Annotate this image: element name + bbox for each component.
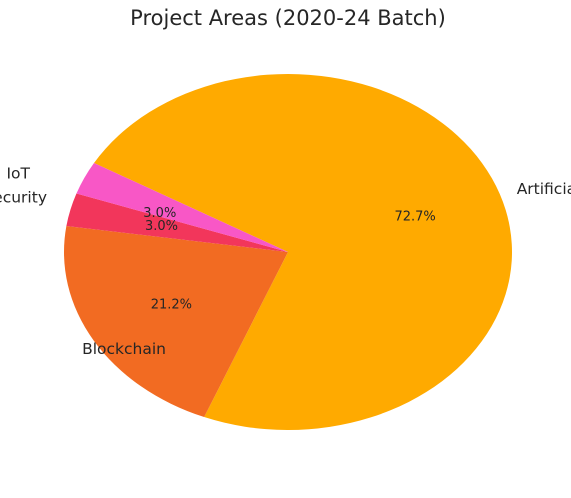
pie-slice-cybersecurity	[66, 193, 288, 252]
slice-label-cybersecurity: Cybersecurity	[0, 189, 47, 207]
pct-label-blockchain: 21.2%	[151, 298, 192, 313]
pct-label-cybersecurity: 3.0%	[145, 219, 178, 234]
slice-label-artificial-intelligence: Artificial Intelligence	[517, 180, 571, 198]
pie-labels: Artificial Intelligence 72.7% Blockchain 21…	[0, 165, 571, 359]
pie-slices	[63, 74, 512, 431]
pie-slice-artificial-intelligence	[94, 74, 512, 431]
pie-slice-iot	[76, 163, 288, 252]
slice-label-blockchain: Blockchain	[82, 340, 166, 358]
pct-label-artificial-intelligence: 72.7%	[394, 210, 435, 225]
pie-slice-blockchain	[63, 226, 288, 418]
pct-label-iot: 3.0%	[143, 206, 176, 221]
slice-label-iot: IoT	[6, 165, 30, 183]
chart-title: Project Areas (2020-24 Batch)	[130, 6, 446, 30]
